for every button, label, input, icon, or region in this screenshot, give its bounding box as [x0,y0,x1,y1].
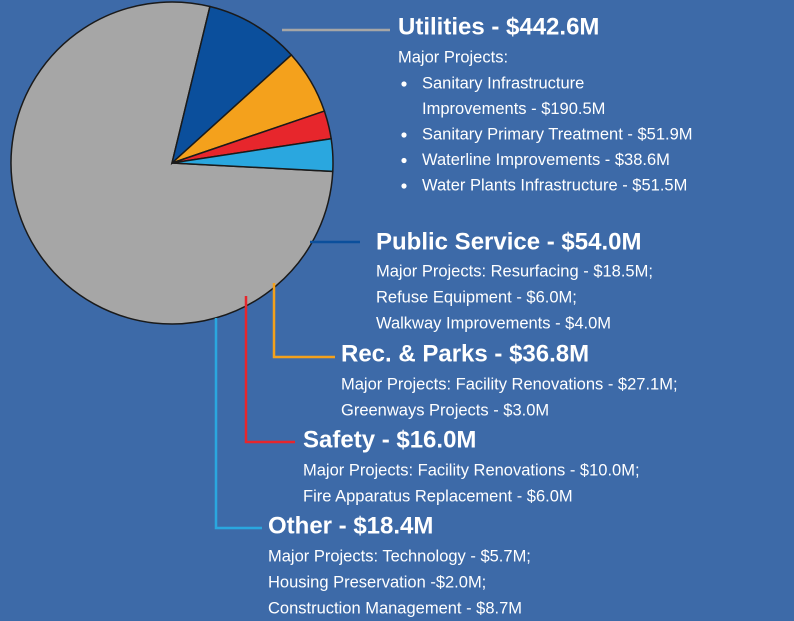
detail-line: Sanitary Infrastructure [422,74,584,92]
detail-line: Construction Management - $8.7M [268,599,522,617]
slice-label: Other - $18.4M [268,512,433,539]
detail-line: Major Projects: Resurfacing - $18.5M; [376,262,653,280]
slice-label: Safety - $16.0M [303,426,476,453]
detail-line: Major Projects: Facility Renovations - $… [341,375,678,393]
bullet [401,183,407,189]
bullet [401,157,407,164]
slice-label: Utilities - $442.6M [398,13,599,40]
slice-label: Rec. & Parks - $36.8M [341,340,589,367]
detail-line: Walkway Improvements - $4.0M [376,314,611,332]
detail-line: Refuse Equipment - $6.0M; [376,288,577,306]
slice-label: Public Service - $54.0M [376,228,641,255]
pie-slice [170,5,293,166]
leader-line [244,296,295,444]
bullet [401,81,407,87]
pie-slice [171,137,334,173]
detail-line: Greenways Projects - $3.0M [341,401,549,419]
detail-line: Major Projects: Facility Renovations - $… [303,461,640,479]
detail-line: Waterline Improvements - $38.6M [422,151,670,169]
leader-line [272,283,335,359]
detail-line: Sanitary Primary Treatment - $51.9M [422,125,693,143]
detail-heading: Major Projects: [398,48,508,66]
detail-line: Housing Preservation -$2.0M; [268,573,486,591]
bullet [401,132,407,138]
detail-line: Major Projects: Technology - $5.7M; [268,547,531,565]
leader-line [214,318,262,530]
detail-line: Fire Apparatus Replacement - $6.0M [303,487,573,505]
detail-line: Water Plants Infrastructure - $51.5M [422,176,687,194]
detail-line: Improvements - $190.5M [422,100,605,118]
